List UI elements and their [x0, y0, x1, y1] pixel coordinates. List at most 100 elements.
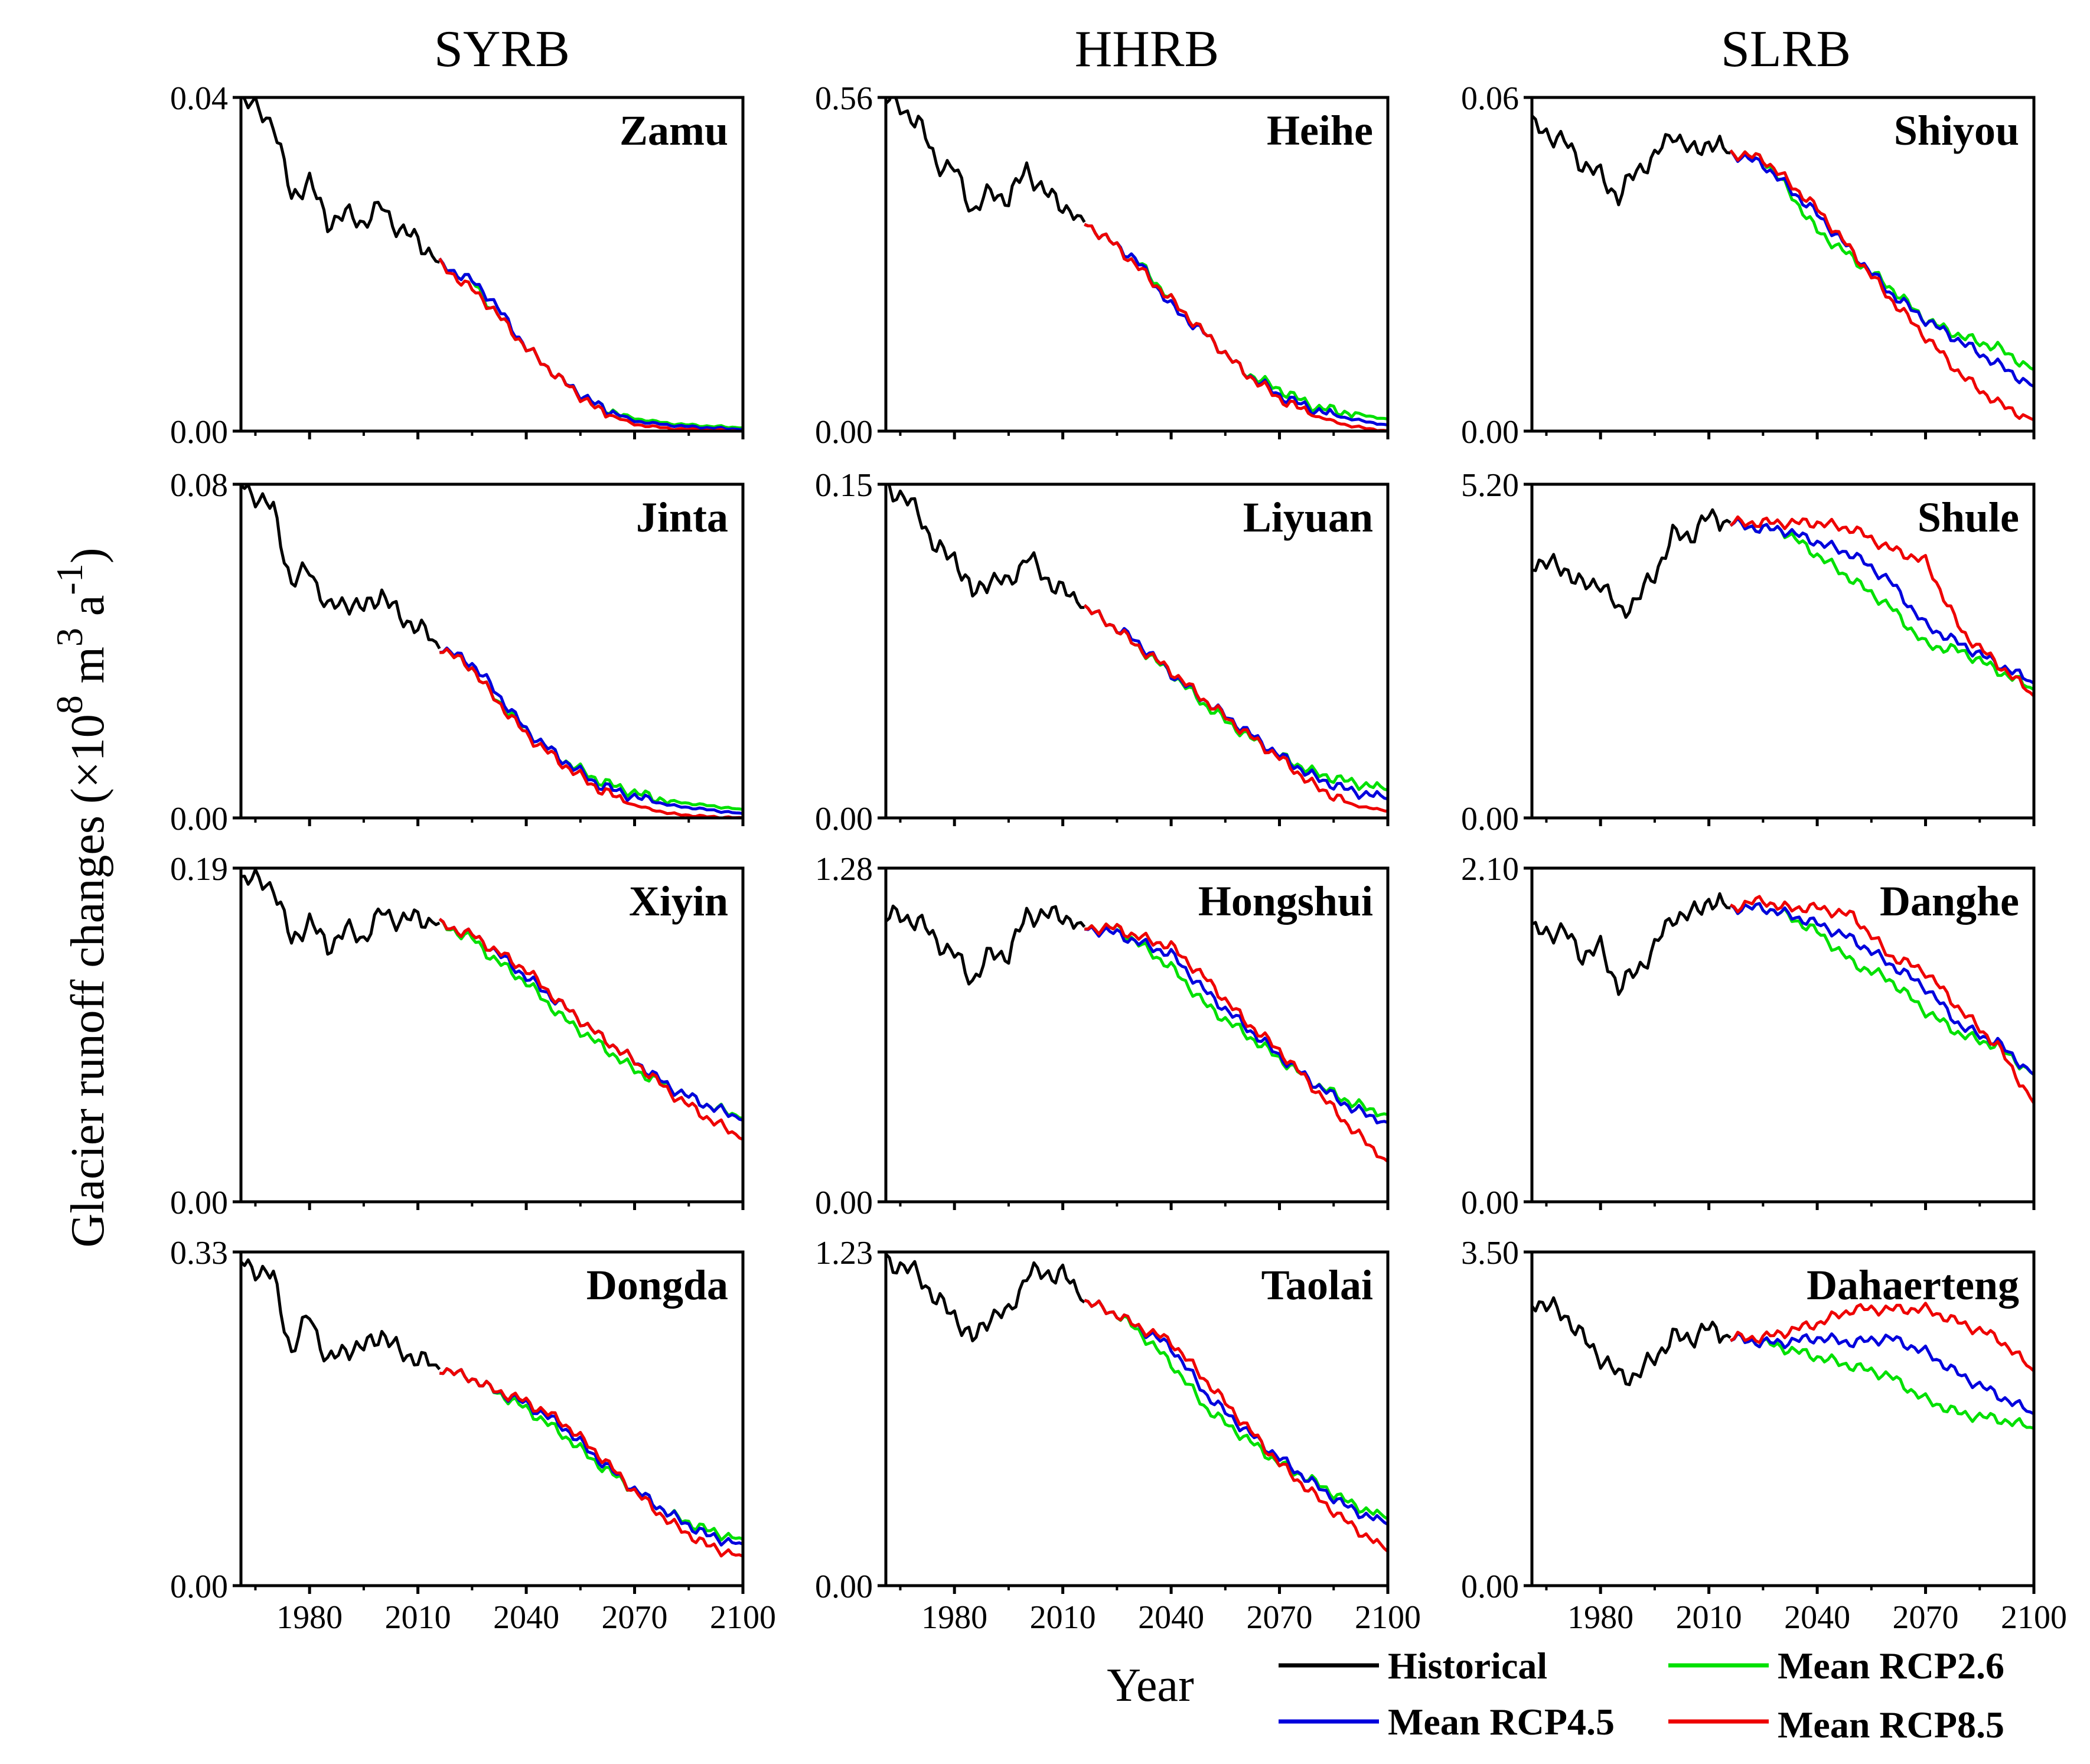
series-group	[1532, 508, 2034, 697]
panel-shiyou: 0.06 0.00 Shiyou	[1461, 80, 2036, 451]
x-tick-label: 2010	[385, 1599, 451, 1636]
x-tick-label: 2100	[2001, 1599, 2067, 1636]
series-line-mean-rcp4-5	[1729, 902, 2034, 1076]
plot-frame	[239, 1250, 745, 1587]
series-line-mean-rcp8-5	[1084, 1299, 1388, 1553]
plot-frame	[884, 1250, 1390, 1587]
plot-area	[241, 484, 743, 818]
series-group	[886, 1253, 1388, 1553]
series-line-historical	[241, 868, 441, 956]
plot-frame	[1530, 96, 2036, 433]
plot-frame	[239, 866, 745, 1204]
legend-label-rcp26: Mean RCP2.6	[1778, 1645, 2004, 1687]
y-tick-label: 0.00	[1461, 801, 1519, 837]
column-title-slrb: SLRB	[1721, 21, 1851, 78]
panel-title: Dahaerteng	[1807, 1261, 2019, 1309]
series-group	[241, 97, 743, 431]
plot-area	[886, 868, 1388, 1202]
panel-title: Liyuan	[1243, 494, 1373, 541]
plot-area	[241, 868, 743, 1202]
series-line-mean-rcp8-5	[1083, 604, 1388, 813]
y-tick-label: 1.23	[815, 1235, 873, 1271]
y-tick-label: 0.00	[1461, 1185, 1519, 1221]
plot-frame	[884, 482, 1390, 820]
panel-title: Danghe	[1880, 878, 2019, 925]
panel-liyuan: 0.15 0.00 Liyuan	[815, 467, 1390, 837]
x-axis-title: Year	[1107, 1659, 1194, 1711]
panel-xiyin: 0.19 0.00 Xiyin	[170, 851, 745, 1221]
panel-title: Jinta	[636, 494, 728, 541]
series-line-historical	[241, 97, 440, 264]
plot-area	[1532, 1252, 2034, 1586]
y-tick-label: 0.00	[815, 1569, 873, 1605]
legend-item-historical: Historical	[1279, 1645, 1547, 1687]
y-tick-label: 0.04	[170, 80, 228, 117]
y-tick-label: 5.20	[1461, 467, 1519, 504]
series-line-mean-rcp4-5	[1729, 517, 2034, 685]
panel-title: Zamu	[619, 107, 728, 154]
series-group	[887, 484, 1388, 813]
plot-frame	[1530, 482, 2036, 820]
panel-zamu: 0.04 0.00 Zamu	[170, 80, 745, 451]
x-tick-label: 2100	[710, 1599, 776, 1636]
series-line-historical	[886, 904, 1086, 986]
series-line-historical	[886, 97, 1086, 223]
series-line-mean-rcp4-5	[1084, 925, 1388, 1124]
plot-frame	[884, 866, 1390, 1204]
y-tick-label: 1.28	[815, 851, 873, 888]
y-tick-label: 0.33	[170, 1235, 228, 1271]
series-line-historical	[887, 484, 1085, 609]
x-tick-label: 2070	[1893, 1599, 1959, 1636]
panel-title: Taolai	[1261, 1261, 1373, 1309]
x-tick-label: 2070	[1247, 1599, 1313, 1636]
series-line-historical	[241, 1258, 441, 1371]
legend-item-rcp85: Mean RCP8.5	[1668, 1704, 2004, 1746]
series-line-mean-rcp8-5	[1729, 515, 2034, 697]
series-line-historical	[1532, 892, 1731, 996]
series-line-mean-rcp8-5	[1084, 922, 1388, 1163]
series-line-historical	[1532, 115, 1731, 207]
y-tick-label: 0.00	[1461, 1569, 1519, 1605]
series-line-mean-rcp4-5	[1730, 1332, 2034, 1416]
plot-area	[1532, 868, 2034, 1202]
series-line-mean-rcp8-5	[438, 257, 743, 431]
panel-title: Dongda	[586, 1261, 728, 1309]
plot-area	[886, 484, 1388, 818]
panel-dahaerteng: 3.50 0.00 1980 2010 2040 2070 2100 Dahaerteng	[1461, 1235, 2067, 1636]
series-line-mean-rcp8-5	[1730, 895, 2034, 1104]
panel-dongda: 0.33 0.00 1980 2010 2040 2070 2100 Dongda	[170, 1235, 776, 1636]
y-tick-label: 0.00	[170, 1569, 228, 1605]
plot-area	[886, 1252, 1388, 1586]
series-line-historical	[886, 1253, 1085, 1342]
series-group	[1532, 1296, 2034, 1430]
series-line-historical	[241, 484, 441, 650]
plot-frame	[1530, 866, 2036, 1204]
plot-frame	[1530, 1250, 2036, 1587]
column-title-hhrb: HHRB	[1075, 21, 1220, 78]
panel-danghe: 2.10 0.00 Danghe	[1461, 851, 2036, 1221]
legend-label-rcp85: Mean RCP8.5	[1778, 1704, 2004, 1746]
plot-area	[241, 97, 743, 431]
panel-heihe: 0.56 0.00 Heihe	[815, 80, 1390, 451]
y-tick-label: 0.00	[1461, 414, 1519, 451]
y-tick-label: 2.10	[1461, 851, 1519, 888]
y-tick-label: 3.50	[1461, 1235, 1519, 1271]
plot-frame	[239, 482, 745, 820]
y-tick-label: 0.00	[170, 801, 228, 837]
legend-label-rcp45: Mean RCP4.5	[1388, 1701, 1615, 1743]
y-tick-label: 0.06	[1461, 80, 1519, 117]
y-tick-label: 0.56	[815, 80, 873, 117]
x-tick-label: 2010	[1676, 1599, 1742, 1636]
series-line-mean-rcp8-5	[1729, 1302, 2034, 1372]
panel-taolai: 1.23 0.00 1980 2010 2040 2070 2100 Taolai	[815, 1235, 1421, 1636]
series-line-mean-rcp8-5	[1729, 149, 2034, 422]
series-group	[886, 904, 1388, 1163]
series-group	[241, 1258, 743, 1558]
x-tick-label: 1980	[1567, 1599, 1633, 1636]
plot-frame	[884, 96, 1390, 433]
plot-area	[1532, 97, 2034, 431]
x-tick-label: 2040	[1138, 1599, 1204, 1636]
y-tick-label: 0.08	[170, 467, 228, 504]
legend-label-historical: Historical	[1388, 1645, 1547, 1687]
series-group	[241, 484, 743, 818]
